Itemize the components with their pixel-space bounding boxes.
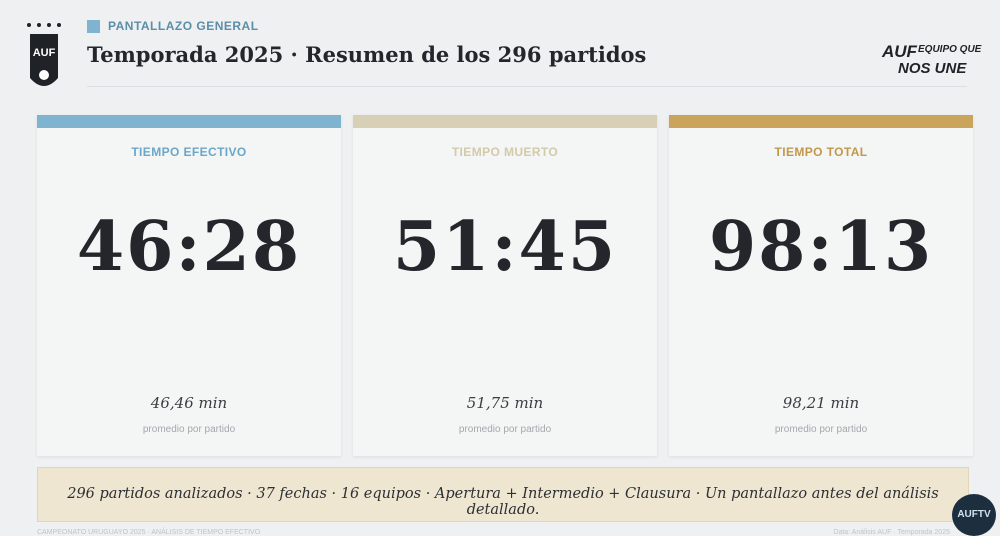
card-bar (669, 115, 973, 128)
footer-left: CAMPEONATO URUGUAYO 2025 · ANÁLISIS DE T… (37, 529, 261, 536)
card-average: 98,21 min (782, 394, 860, 412)
card-label: TIEMPO TOTAL (774, 145, 868, 159)
card-average: 46,46 min (150, 394, 228, 412)
card: TIEMPO TOTAL 98:13 98,21 min promedio por p… (669, 115, 973, 456)
title: Temporada 2025 · Resumen de los 296 part… (87, 42, 647, 67)
card-label: TIEMPO MUERTO (451, 145, 559, 159)
card-bar (353, 115, 657, 128)
brand-line: NOS UNE (898, 60, 967, 77)
card-caption: promedio por partido (142, 424, 236, 435)
section-marker (87, 20, 100, 33)
crest-letters: AUF (33, 47, 56, 59)
divider (87, 86, 967, 87)
stars (27, 23, 61, 27)
brand-line: EQUIPO QUE (918, 44, 982, 55)
card-label: TIEMPO EFECTIVO (131, 145, 247, 159)
section-label: PANTALLAZO GENERAL (108, 19, 259, 33)
brand-logo: AUF EQUIPO QUE NOS UNE (882, 40, 982, 82)
footer-right: Data: Análisis AUF · Temporada 2025 (833, 529, 950, 536)
card: TIEMPO EFECTIVO 46:28 46,46 min promedio po… (37, 115, 341, 456)
tv-logo: AUFTV (952, 494, 996, 536)
crest: AUF (27, 23, 61, 86)
card-value: 51:45 (392, 207, 618, 287)
card-value: 98:13 (708, 207, 934, 287)
summary: 296 partidos analizados · 37 fechas · 16… (67, 486, 939, 518)
card-average: 51,75 min (466, 394, 544, 412)
card-value: 46:28 (76, 207, 302, 287)
card: TIEMPO MUERTO 51:45 51,75 min promedio por … (353, 115, 657, 456)
card-caption: promedio por partido (458, 424, 552, 435)
summary-box: 296 partidos analizados · 37 fechas · 16… (37, 467, 969, 522)
card-bar (37, 115, 341, 128)
brand-mark: AUF (882, 42, 917, 61)
card-caption: promedio por partido (774, 424, 868, 435)
